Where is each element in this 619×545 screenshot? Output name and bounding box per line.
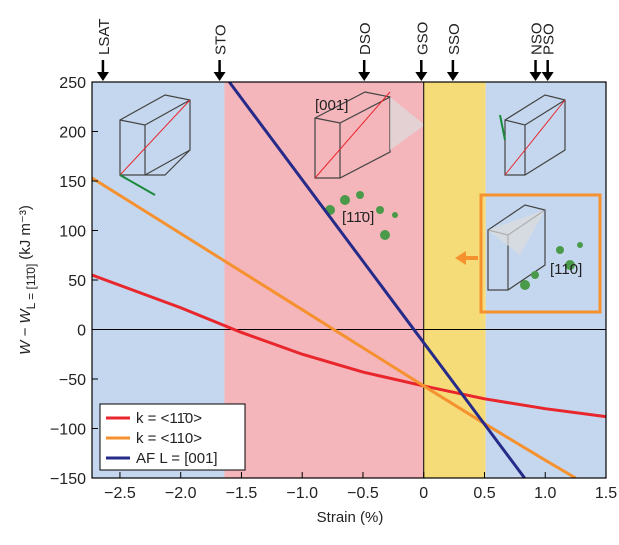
legend-label: AF L = [001]: [136, 450, 218, 467]
x-tick-label: 0: [419, 485, 428, 502]
arrow-head: [530, 72, 542, 81]
substrate-label: LSAT: [96, 19, 113, 55]
region: [486, 82, 606, 478]
y-label-unit: (kJ m⁻³): [17, 205, 34, 260]
legend-label: k = <110>: [136, 430, 202, 447]
x-tick-label: −2.5: [104, 485, 136, 502]
y-tick-label: 0: [77, 323, 86, 340]
y-tick-label: −150: [50, 471, 86, 488]
substrate-label: GSO: [414, 22, 431, 55]
x-tick-label: −1.5: [226, 485, 258, 502]
x-tick-label: 1.5: [595, 485, 617, 502]
legend-label: k = <11̄0>: [136, 410, 202, 427]
annotation: [110]: [550, 261, 582, 278]
x-axis-label: Strain (%): [317, 509, 384, 526]
chart: [001] [11̄0] [110] −2.5 −2.0 −1.5 −1.0 −0.5 0…: [0, 0, 619, 545]
substrate-label: SSO: [446, 23, 463, 55]
y-tick-label: 200: [59, 125, 86, 142]
x-tick-label: 0.5: [473, 485, 495, 502]
y-axis-label: W − WL = [11̄0] (kJ m⁻³): [17, 205, 38, 355]
y-tick-label: 150: [59, 174, 86, 191]
y-tick-label: −50: [59, 372, 86, 389]
substrate-label: STO: [213, 24, 230, 55]
y-label-main: W − W: [17, 308, 34, 355]
substrate-label: DSO: [357, 22, 374, 55]
legend: k = <11̄0> k = <110> AF L = [001]: [100, 404, 245, 470]
arrow-head: [97, 72, 109, 81]
substrate-label: PSO: [541, 23, 558, 55]
y-tick-label: 250: [59, 75, 86, 92]
y-tick-label: 100: [59, 224, 86, 241]
x-tick-label: −2.0: [165, 485, 197, 502]
y-label-sub: L = [11̄0]: [24, 264, 38, 310]
x-tick-label: −0.5: [347, 485, 379, 502]
annotation: [001]: [315, 97, 348, 114]
arrow-head: [542, 72, 554, 81]
arrow-head: [358, 72, 370, 81]
annotation: [11̄0]: [342, 209, 374, 226]
arrow-head: [214, 72, 226, 81]
y-tick-label: −100: [50, 422, 86, 439]
x-tick-label: −1.0: [286, 485, 318, 502]
x-tick-label: 1.0: [534, 485, 556, 502]
arrow-head: [447, 72, 459, 81]
arrow-head: [415, 72, 427, 81]
y-tick-label: 50: [68, 273, 86, 290]
